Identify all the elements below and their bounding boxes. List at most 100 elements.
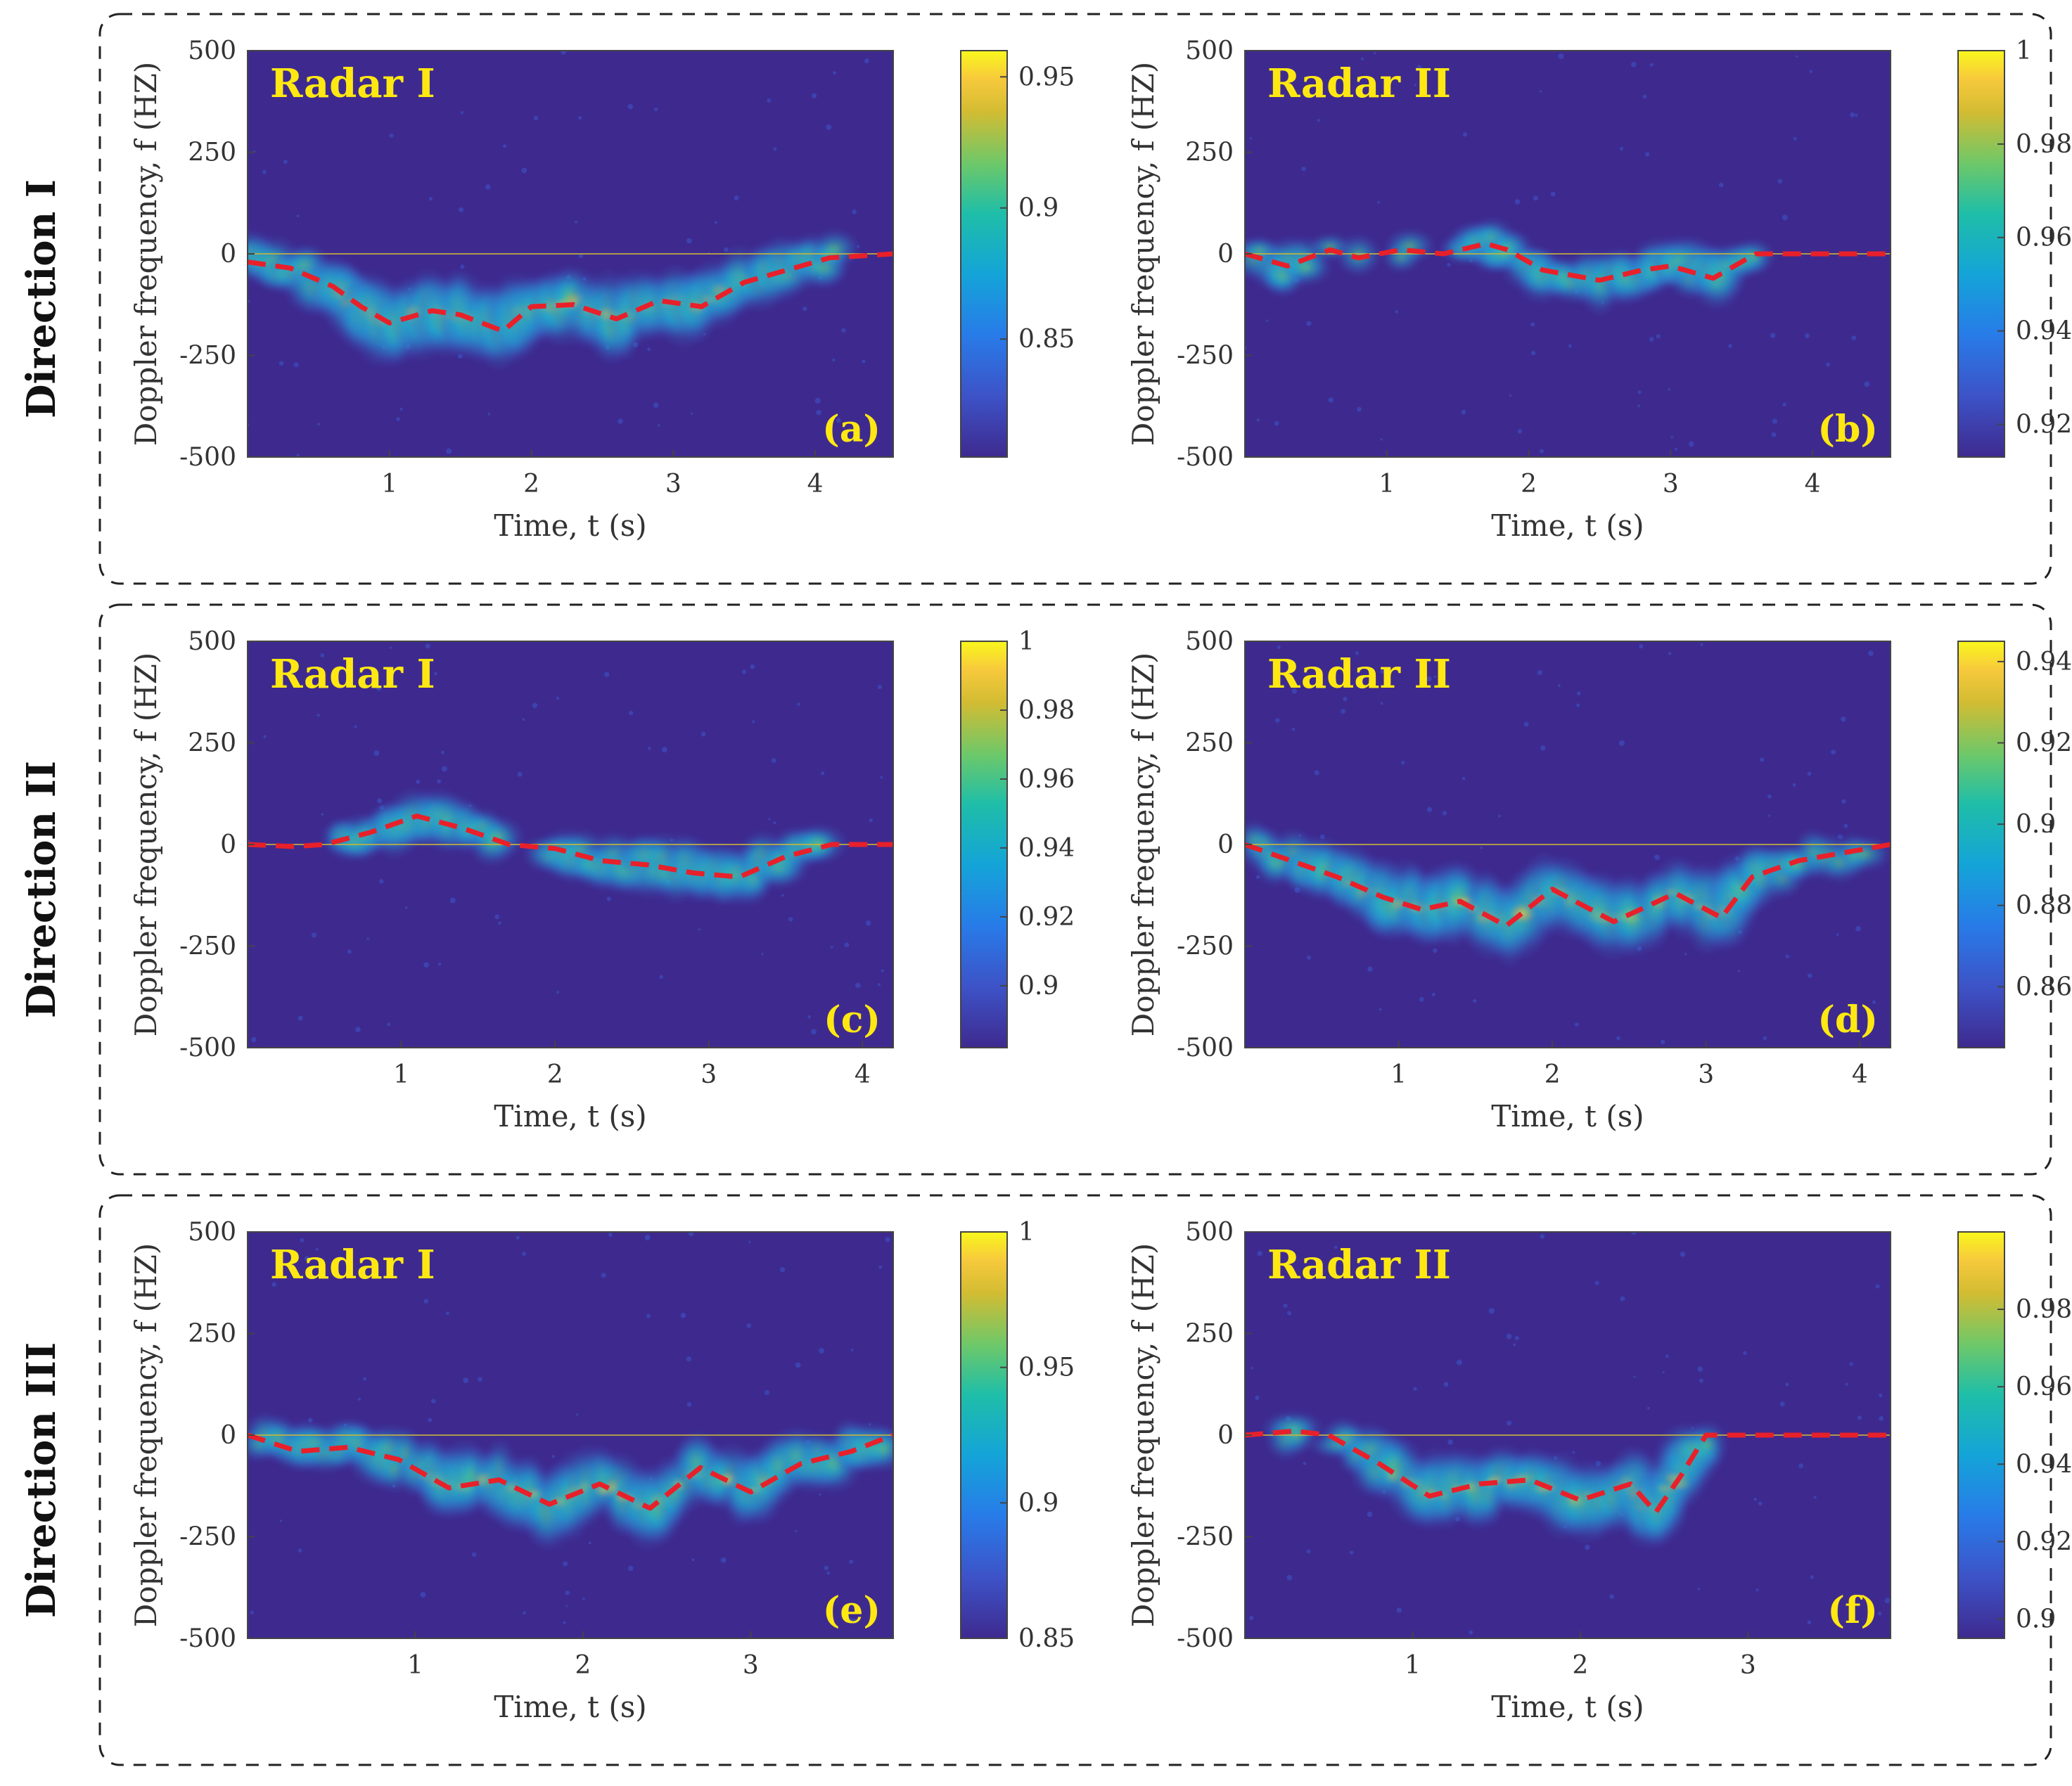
noise-speck (363, 1377, 366, 1381)
noise-speck (1533, 195, 1538, 201)
noise-speck (686, 1402, 692, 1407)
noise-speck (556, 696, 560, 700)
noise-speck (1396, 1607, 1402, 1613)
heatmap-energy (248, 1232, 893, 1624)
noise-speck (1307, 955, 1311, 960)
noise-speck (819, 1493, 821, 1496)
noise-speck (1785, 1382, 1789, 1387)
noise-speck (816, 410, 821, 416)
noise-speck (441, 750, 445, 754)
noise-speck (1661, 1039, 1665, 1045)
noise-speck (686, 238, 692, 244)
colorbar (960, 50, 1008, 458)
noise-speck (795, 1529, 798, 1533)
noise-speck (881, 969, 884, 972)
noise-speck (690, 412, 693, 415)
noise-speck (826, 124, 832, 130)
panel-tag: (f) (1827, 1589, 1878, 1632)
y-tick-label: 0 (1217, 240, 1234, 269)
noise-speck (565, 1591, 570, 1595)
noise-speck (768, 818, 771, 821)
noise-speck (522, 718, 525, 721)
colorbar-tick-label: 0.92 (2016, 1527, 2072, 1556)
noise-speck (1633, 1375, 1636, 1378)
noise-speck (824, 1565, 829, 1571)
colorbar-tick-label: 0.95 (1018, 1354, 1075, 1382)
noise-speck (1777, 179, 1783, 184)
noise-speck (1796, 55, 1798, 58)
y-axis-label: Doppler frequency, f (HZ) (129, 62, 163, 446)
noise-speck (1785, 954, 1789, 958)
noise-speck (1447, 1439, 1453, 1445)
noise-speck (1864, 381, 1870, 387)
noise-speck (1855, 925, 1861, 932)
noise-speck (830, 946, 833, 949)
noise-speck (802, 307, 807, 311)
noise-speck (1845, 1382, 1848, 1386)
noise-speck (428, 197, 433, 201)
y-tick-label: -250 (179, 1523, 236, 1552)
colorbar-tick-label: 0.98 (2016, 1295, 2072, 1324)
y-tick-label: -500 (1177, 1624, 1234, 1653)
noise-speck (618, 418, 623, 424)
noise-speck (1416, 65, 1422, 70)
y-tick-label: -500 (179, 443, 236, 472)
x-tick-label: 1 (1390, 1060, 1407, 1089)
noise-speck (1654, 854, 1660, 861)
noise-speck (1480, 846, 1483, 849)
y-tick-label: 250 (188, 729, 236, 758)
noise-speck (1287, 1311, 1292, 1316)
noise-speck (389, 646, 392, 649)
noise-speck (373, 750, 380, 756)
noise-speck (773, 147, 777, 151)
noise-speck (1574, 1022, 1579, 1027)
noise-speck (1301, 167, 1306, 172)
noise-speck (1283, 1304, 1288, 1309)
noise-speck (578, 253, 584, 259)
noise-speck (1251, 1367, 1253, 1370)
noise-speck (1255, 1395, 1260, 1401)
noise-speck (1469, 1630, 1473, 1635)
noise-speck (1456, 1359, 1462, 1366)
noise-speck (1808, 973, 1812, 978)
colorbar-tick-label: 0.94 (2016, 1450, 2072, 1479)
noise-speck (1286, 1574, 1293, 1581)
noise-speck (532, 702, 538, 708)
noise-speck (826, 1571, 831, 1575)
noise-speck (627, 1565, 634, 1572)
noise-speck (522, 1252, 526, 1256)
noise-speck (1868, 650, 1874, 656)
colorbar-tick-label: 0.9 (1018, 1489, 1059, 1517)
noise-speck (516, 1235, 520, 1240)
noise-speck (1488, 1308, 1495, 1314)
heatmap-energy (1245, 52, 1891, 454)
noise-speck (608, 1233, 613, 1237)
noise-speck (812, 93, 817, 98)
noise-speck (366, 937, 369, 941)
noise-speck (691, 1558, 695, 1562)
noise-speck (563, 1621, 566, 1624)
noise-speck (869, 818, 873, 823)
noise-speck (1498, 814, 1501, 818)
noise-speck (1367, 1511, 1373, 1517)
noise-speck (1291, 728, 1296, 731)
noise-speck (741, 669, 746, 674)
noise-speck (1395, 310, 1398, 314)
panel-title: Radar II (1267, 60, 1451, 107)
noise-speck (428, 1418, 433, 1422)
noise-speck (1836, 933, 1839, 937)
heatmap-energy (1245, 1232, 1891, 1635)
noise-speck (1334, 1245, 1338, 1249)
noise-speck (1558, 53, 1564, 59)
noise-speck (478, 1377, 482, 1382)
noise-speck (283, 160, 288, 164)
colorbar (960, 641, 1008, 1048)
noise-speck (714, 221, 717, 224)
noise-speck (423, 1299, 429, 1304)
noise-speck (1792, 783, 1796, 787)
y-tick-label: -250 (179, 342, 236, 371)
noise-speck (1656, 334, 1661, 339)
noise-speck (1609, 1594, 1614, 1600)
noise-speck (263, 735, 267, 738)
